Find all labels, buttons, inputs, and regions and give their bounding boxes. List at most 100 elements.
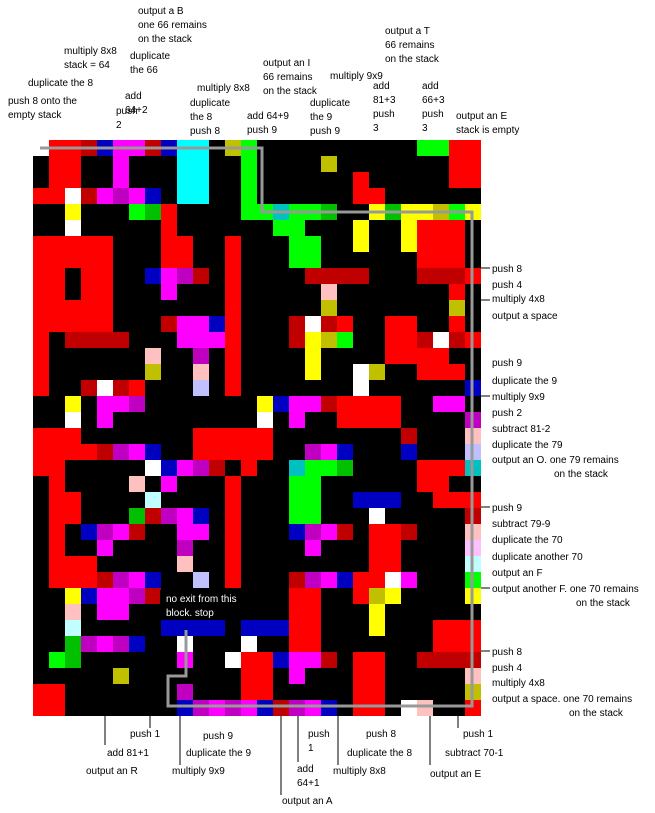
- codel-grid: [33, 140, 481, 716]
- codel: [385, 620, 401, 636]
- codel: [33, 364, 49, 380]
- codel: [209, 300, 225, 316]
- codel: [225, 156, 241, 172]
- codel: [49, 620, 65, 636]
- codel: [401, 700, 417, 716]
- codel: [241, 684, 257, 700]
- codel: [193, 396, 209, 412]
- codel: [433, 396, 449, 412]
- codel: [209, 236, 225, 252]
- codel: [465, 140, 481, 156]
- codel: [449, 156, 465, 172]
- annotation: duplicate another 70: [492, 552, 583, 563]
- codel: [177, 300, 193, 316]
- codel: [33, 412, 49, 428]
- codel: [417, 620, 433, 636]
- codel: [81, 364, 97, 380]
- codel: [417, 444, 433, 460]
- codel: [209, 332, 225, 348]
- codel: [385, 348, 401, 364]
- codel: [289, 364, 305, 380]
- codel: [417, 140, 433, 156]
- annotation: 81+3: [373, 95, 396, 106]
- codel: [81, 444, 97, 460]
- codel: [113, 604, 129, 620]
- codel: [49, 460, 65, 476]
- codel: [193, 188, 209, 204]
- codel: [225, 316, 241, 332]
- codel: [289, 252, 305, 268]
- codel: [353, 236, 369, 252]
- codel: [401, 268, 417, 284]
- codel: [193, 524, 209, 540]
- codel: [145, 556, 161, 572]
- codel: [97, 588, 113, 604]
- codel: [49, 556, 65, 572]
- codel: [241, 204, 257, 220]
- codel: [337, 460, 353, 476]
- annotation: push 9: [492, 358, 522, 369]
- codel: [193, 492, 209, 508]
- codel: [369, 348, 385, 364]
- codel: [65, 524, 81, 540]
- codel: [145, 252, 161, 268]
- codel: [209, 476, 225, 492]
- codel: [161, 572, 177, 588]
- codel: [145, 492, 161, 508]
- codel: [145, 540, 161, 556]
- codel: [353, 636, 369, 652]
- codel: [337, 284, 353, 300]
- codel: [353, 188, 369, 204]
- annotation: push 9: [247, 125, 277, 136]
- codel: [337, 444, 353, 460]
- codel: [33, 444, 49, 460]
- codel: [145, 284, 161, 300]
- codel: [193, 652, 209, 668]
- codel: [385, 556, 401, 572]
- codel: [305, 572, 321, 588]
- codel: [145, 428, 161, 444]
- codel: [273, 652, 289, 668]
- codel: [129, 460, 145, 476]
- codel: [97, 364, 113, 380]
- codel: [337, 620, 353, 636]
- codel: [385, 284, 401, 300]
- codel: [305, 620, 321, 636]
- annotation: 64+2: [125, 105, 148, 116]
- codel: [385, 300, 401, 316]
- annotation: multiply 8x8: [333, 766, 386, 777]
- codel: [401, 540, 417, 556]
- codel: [273, 508, 289, 524]
- codel: [49, 428, 65, 444]
- codel: [65, 428, 81, 444]
- codel: [417, 700, 433, 716]
- codel: [353, 332, 369, 348]
- codel: [209, 284, 225, 300]
- codel: [209, 412, 225, 428]
- codel: [385, 316, 401, 332]
- codel: [353, 140, 369, 156]
- codel: [305, 652, 321, 668]
- codel: [273, 316, 289, 332]
- codel: [97, 476, 113, 492]
- codel: [401, 492, 417, 508]
- codel: [449, 620, 465, 636]
- codel: [177, 556, 193, 572]
- codel: [337, 316, 353, 332]
- codel: [337, 556, 353, 572]
- codel: [129, 252, 145, 268]
- codel: [353, 348, 369, 364]
- codel: [289, 428, 305, 444]
- codel: [81, 476, 97, 492]
- codel: [113, 540, 129, 556]
- codel: [33, 668, 49, 684]
- codel: [433, 380, 449, 396]
- codel: [273, 284, 289, 300]
- codel: [161, 268, 177, 284]
- codel: [161, 332, 177, 348]
- codel: [209, 444, 225, 460]
- codel: [385, 428, 401, 444]
- codel: [145, 188, 161, 204]
- annotation: push 1: [130, 729, 160, 740]
- codel: [193, 380, 209, 396]
